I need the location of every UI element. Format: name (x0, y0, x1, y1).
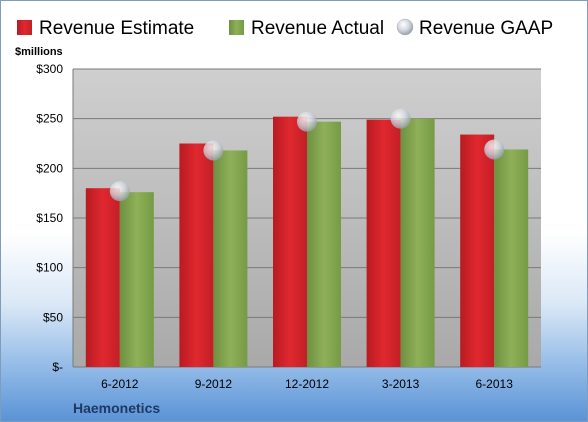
bar-revenue-estimate (85, 188, 120, 367)
bar-revenue-actual (119, 192, 154, 367)
marker-revenue-gaap (109, 181, 130, 202)
marker-revenue-gaap (297, 111, 317, 132)
bar-revenue-actual (400, 118, 435, 368)
legend-swatch (396, 18, 414, 36)
gaap-markers (109, 108, 505, 202)
y-tick-label: $50 (43, 310, 63, 324)
y-tick-label: $- (52, 360, 63, 374)
legend-label: Revenue Estimate (39, 18, 194, 39)
bar-revenue-estimate (366, 119, 401, 367)
y-tick-label: $150 (36, 211, 63, 225)
x-category-label: 3-2013 (382, 377, 420, 391)
bar-revenue-actual (307, 121, 341, 367)
y-tick-label: $100 (36, 261, 63, 275)
bar-revenue-estimate (179, 143, 214, 367)
y-tick-label: $200 (36, 161, 63, 175)
bar-revenue-estimate (460, 134, 495, 367)
x-category-label: 12-2012 (285, 377, 329, 391)
x-category-label: 6-2012 (101, 377, 139, 391)
x-category-label: 9-2012 (195, 377, 233, 391)
y-axis-unit-label: $millions (15, 46, 63, 58)
legend-label: Revenue Actual (251, 18, 384, 39)
marker-revenue-gaap (484, 139, 505, 160)
bars (85, 116, 529, 368)
bar-revenue-estimate (273, 116, 307, 368)
bar-revenue-actual (213, 150, 248, 367)
legend-swatch (17, 20, 32, 35)
y-tick-label: $300 (36, 62, 63, 76)
y-axis-ticks: $- $50 $100 $150 $200 $250 $300 (36, 62, 63, 374)
x-axis-labels: 6-2012 9-2012 12-2012 3-2013 6-2013 (101, 377, 513, 391)
company-name: Haemonetics (73, 400, 160, 416)
marker-revenue-gaap (203, 140, 224, 161)
legend: Revenue Estimate Revenue Actual Revenue GA… (17, 18, 553, 39)
x-category-label: 6-2013 (476, 377, 514, 391)
y-tick-label: $250 (36, 112, 63, 126)
legend-label: Revenue GAAP (419, 18, 553, 39)
legend-swatch (229, 20, 244, 35)
marker-revenue-gaap (390, 108, 411, 129)
bar-revenue-actual (494, 149, 529, 367)
